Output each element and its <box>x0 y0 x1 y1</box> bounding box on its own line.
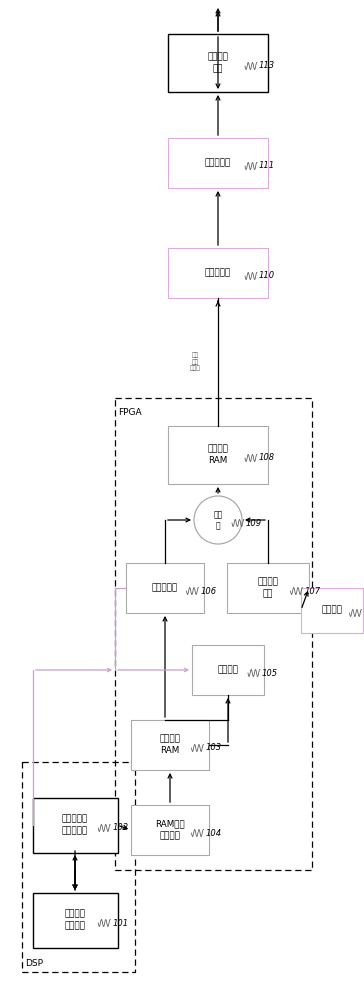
Text: 扫频控制参
数生成单元: 扫频控制参 数生成单元 <box>62 815 88 835</box>
Text: 104: 104 <box>206 828 222 838</box>
Text: 参数调整: 参数调整 <box>218 666 238 674</box>
Text: 106: 106 <box>201 586 217 595</box>
Text: 载波
幅度
调整量: 载波 幅度 调整量 <box>190 353 201 371</box>
Bar <box>168 248 268 298</box>
Bar <box>131 720 209 770</box>
Bar <box>32 892 118 948</box>
Text: 110: 110 <box>259 271 275 280</box>
Bar <box>168 426 268 484</box>
Text: FPGA: FPGA <box>118 408 142 417</box>
Text: 低通滤波器: 低通滤波器 <box>205 158 231 167</box>
Text: 幅度控制
单元: 幅度控制 单元 <box>207 53 229 73</box>
Text: 108: 108 <box>259 454 275 462</box>
Text: 105: 105 <box>262 668 278 678</box>
Text: 载波波表
RAM: 载波波表 RAM <box>207 445 229 465</box>
Bar <box>131 805 209 855</box>
Bar <box>22 762 135 972</box>
Bar <box>301 587 363 633</box>
Bar <box>192 645 264 695</box>
Text: 模数转换器: 模数转换器 <box>205 268 231 277</box>
Text: 外部时钟: 外部时钟 <box>321 605 343 614</box>
Text: 加法
器: 加法 器 <box>213 510 223 530</box>
Text: 102: 102 <box>112 824 128 832</box>
Text: RAM读地
址产生器: RAM读地 址产生器 <box>155 820 185 840</box>
Text: 113: 113 <box>259 62 275 70</box>
Text: 111: 111 <box>259 161 275 170</box>
Text: 参数命令
接收端口: 参数命令 接收端口 <box>64 910 86 930</box>
Bar <box>32 798 118 852</box>
Bar <box>168 34 268 92</box>
Circle shape <box>194 496 242 544</box>
Text: DSP: DSP <box>25 959 43 968</box>
Bar <box>126 563 204 613</box>
Bar <box>168 138 268 188</box>
Text: 109: 109 <box>246 518 262 528</box>
Text: 扫频频率
RAM: 扫频频率 RAM <box>159 735 181 755</box>
Text: 101: 101 <box>112 918 128 928</box>
Text: 相位累加器: 相位累加器 <box>152 584 178 592</box>
Bar <box>115 398 312 870</box>
Bar <box>227 563 309 613</box>
Text: 107: 107 <box>305 586 321 595</box>
Text: 载波地址
加器: 载波地址 加器 <box>257 578 278 598</box>
Text: 103: 103 <box>206 744 222 752</box>
